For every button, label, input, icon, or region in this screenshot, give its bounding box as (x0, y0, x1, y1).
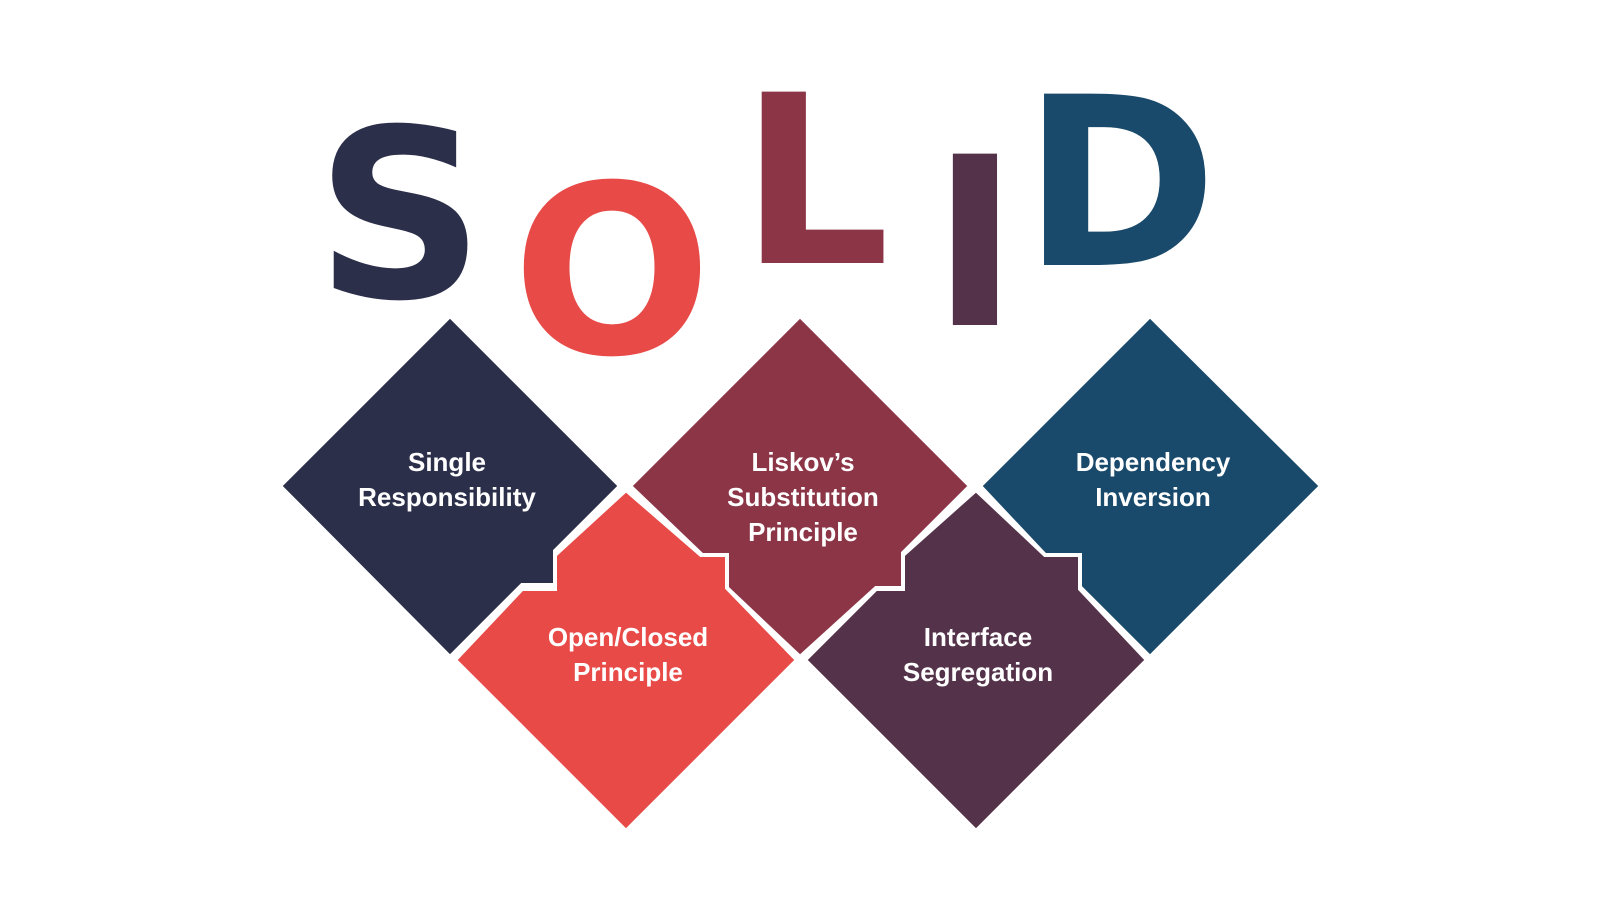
title-letter-l: L (740, 46, 890, 319)
title-letter-i: I (931, 108, 1018, 381)
diamond-single-responsibility (277, 313, 623, 660)
principle-labels: Single Responsibility Liskov’s Substitut… (358, 447, 1231, 687)
label-liskov-line2: Substitution (727, 482, 879, 512)
label-single-responsibility-line1: Single (408, 447, 486, 477)
diamond-open-closed (452, 487, 800, 834)
principle-diamonds (277, 313, 1324, 834)
label-open-closed-line2: Principle (573, 657, 683, 687)
label-liskov-line3: Principle (748, 517, 858, 547)
label-dependency-inversion-line1: Dependency (1076, 447, 1231, 477)
diamond-interface-segregation (802, 487, 1150, 834)
label-dependency-inversion-line2: Inversion (1095, 482, 1211, 512)
label-interface-segregation-line1: Interface (924, 622, 1032, 652)
title-letter-o: O (512, 136, 712, 409)
solid-title: S O L I D (315, 46, 1217, 409)
diamond-liskov-substitution (627, 313, 973, 660)
label-open-closed-line1: Open/Closed (548, 622, 708, 652)
label-liskov-line1: Liskov’s (751, 447, 854, 477)
title-letter-d: D (1022, 48, 1217, 321)
label-single-responsibility-line2: Responsibility (358, 482, 536, 512)
label-interface-segregation-line2: Segregation (903, 657, 1053, 687)
title-letter-s: S (315, 80, 484, 353)
